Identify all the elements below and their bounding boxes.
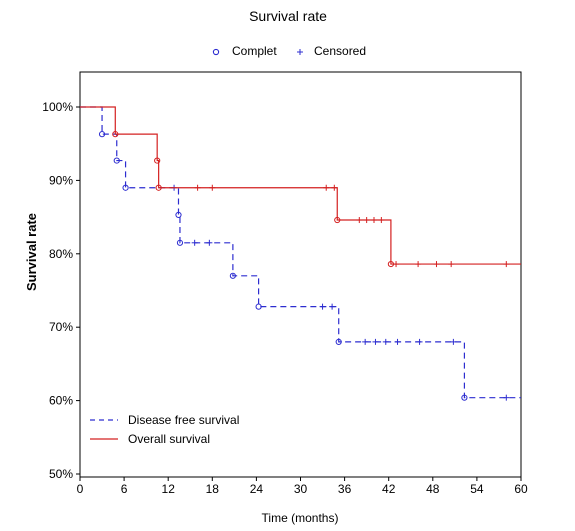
- event-point: [175, 211, 182, 218]
- survival-step-line: [80, 106, 521, 399]
- x-tick-label: 36: [338, 482, 352, 496]
- event-point: [122, 184, 129, 191]
- series-disease-free-survival: [80, 106, 521, 401]
- legend-dfs-label: Disease free survival: [128, 413, 239, 427]
- censored-point: [382, 338, 389, 345]
- censored-point: [319, 303, 326, 310]
- censored-point: [378, 217, 385, 224]
- censored-point: [503, 261, 510, 268]
- censored-point: [329, 303, 336, 310]
- censored-point: [450, 338, 457, 345]
- censored-point: [362, 338, 369, 345]
- x-tick-label: 60: [514, 482, 528, 496]
- survival-step-line: [80, 106, 521, 265]
- y-tick-label: 100%: [42, 100, 73, 114]
- series-legend: Disease free survival Overall survival: [90, 413, 239, 446]
- x-tick-label: 54: [470, 482, 484, 496]
- x-tick-label: 12: [162, 482, 176, 496]
- x-tick-label: 48: [426, 482, 440, 496]
- censored-marker-icon: [297, 49, 303, 55]
- event-point: [461, 394, 468, 401]
- censored-point: [393, 261, 400, 268]
- censored-point: [394, 338, 401, 345]
- x-tick-label: 24: [250, 482, 264, 496]
- event-point: [335, 338, 342, 345]
- censored-point: [331, 184, 338, 191]
- censored-point: [503, 394, 510, 401]
- x-tick-label: 0: [77, 482, 84, 496]
- complet-marker-icon: [212, 48, 220, 56]
- legend-os-label: Overall survival: [128, 432, 210, 446]
- event-point: [255, 303, 262, 310]
- y-tick-label: 50%: [49, 467, 73, 481]
- censored-point: [433, 261, 440, 268]
- censored-point: [194, 184, 201, 191]
- x-axis: 0 6 12 18 24 30 36 42 48 54 60: [77, 477, 528, 496]
- x-tick-label: 18: [206, 482, 220, 496]
- censored-point: [209, 184, 216, 191]
- censored-point: [415, 261, 422, 268]
- censored-point: [416, 338, 423, 345]
- marker-legend: Complet Censored: [212, 44, 366, 58]
- y-axis: 50% 60% 70% 80% 90% 100%: [42, 100, 80, 481]
- y-axis-label: Survival rate: [24, 213, 39, 291]
- censored-point: [371, 217, 377, 224]
- censored-point: [448, 261, 455, 268]
- event-point: [98, 131, 106, 138]
- censored-legend-label: Censored: [314, 44, 366, 58]
- event-point: [176, 239, 184, 246]
- x-tick-label: 6: [121, 482, 128, 496]
- event-point: [113, 157, 120, 164]
- event-point: [154, 157, 161, 164]
- x-tick-label: 42: [382, 482, 396, 496]
- x-tick-label: 30: [294, 482, 308, 496]
- event-point: [112, 131, 119, 138]
- censored-point: [191, 239, 198, 246]
- censored-point: [206, 239, 213, 246]
- complet-legend-label: Complet: [232, 44, 277, 58]
- event-point: [155, 184, 162, 191]
- y-tick-label: 80%: [49, 247, 73, 261]
- event-point: [334, 216, 341, 224]
- censored-point: [363, 217, 370, 224]
- series-overall-survival: [80, 106, 521, 268]
- y-tick-label: 60%: [49, 394, 73, 408]
- y-tick-label: 90%: [49, 173, 73, 187]
- censored-point: [372, 338, 379, 345]
- y-tick-label: 70%: [49, 320, 73, 334]
- event-point: [229, 272, 236, 279]
- x-axis-label: Time (months): [262, 511, 339, 525]
- censored-point: [323, 184, 330, 191]
- censored-point: [356, 217, 363, 224]
- chart-title: Survival rate: [249, 8, 327, 24]
